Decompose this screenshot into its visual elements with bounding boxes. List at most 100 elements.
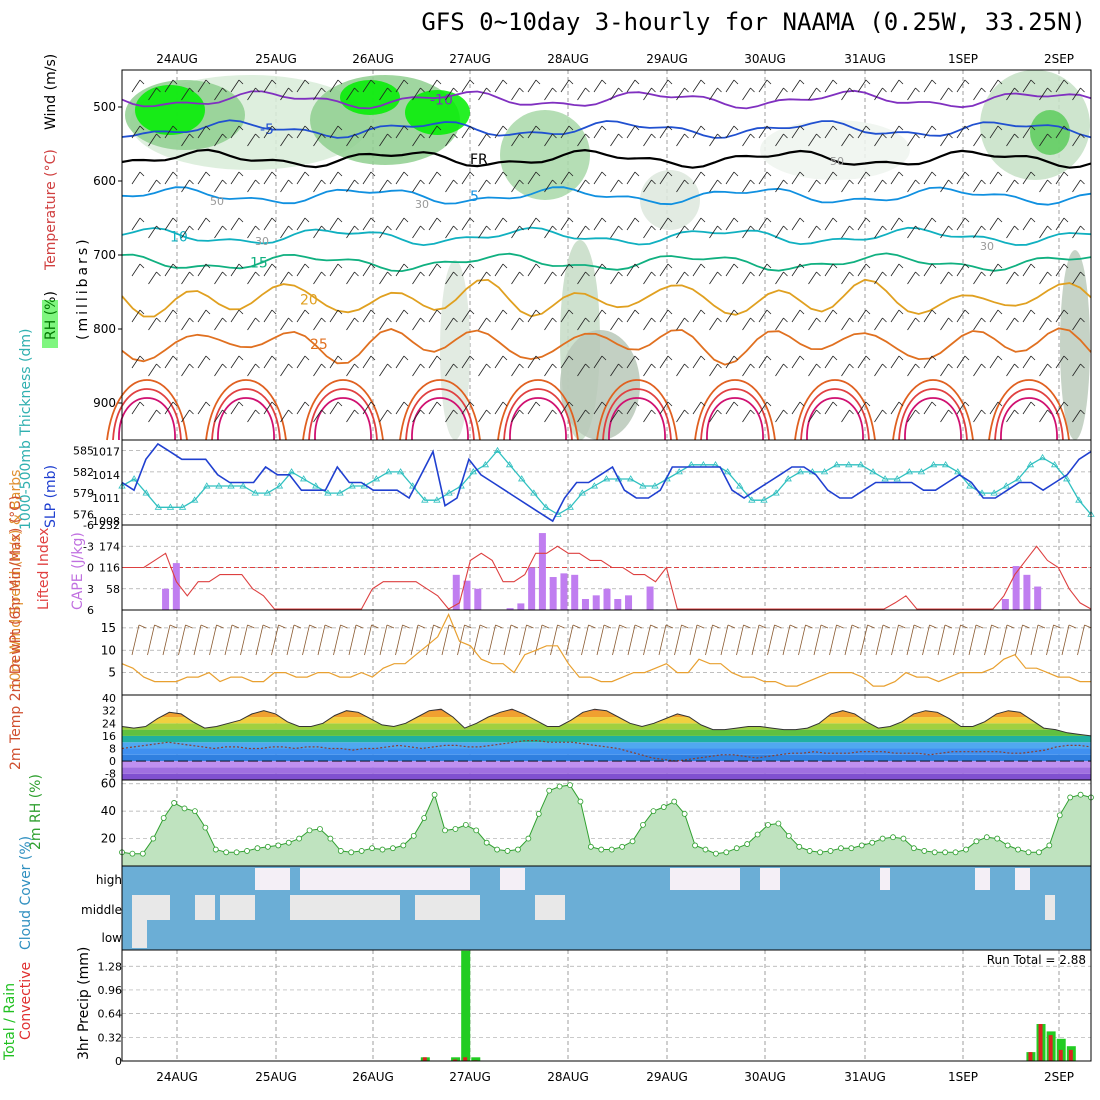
- wind-barb: [197, 401, 207, 415]
- warm-contour: [602, 388, 672, 441]
- wind-barb: [601, 171, 607, 177]
- rh-point: [848, 845, 855, 852]
- warm-contour: [106, 379, 188, 441]
- wind-barb: [709, 317, 718, 331]
- wind-barb: [931, 171, 937, 177]
- wind-barb: [519, 271, 524, 277]
- wind-barb: [362, 171, 372, 185]
- wind-barb: [296, 79, 306, 93]
- wind-barb: [139, 263, 145, 269]
- wind-barb: [989, 171, 999, 185]
- temp-y-tick: 24: [102, 717, 116, 730]
- wind-barb: [313, 133, 322, 147]
- wind-barb: [478, 271, 487, 285]
- wind-barb: [1080, 87, 1085, 93]
- wind-barb: [841, 409, 850, 423]
- wind-barb: [288, 409, 293, 415]
- surface-barb: [767, 624, 775, 656]
- wind-barb: [898, 401, 904, 407]
- temp-y-tick: 16: [102, 730, 116, 743]
- isotherm-label: -10: [430, 93, 453, 109]
- wind-barb: [1039, 179, 1048, 193]
- wind-barb: [742, 133, 751, 147]
- wind-barb: [601, 309, 607, 315]
- wind-barb: [189, 271, 194, 277]
- thick-ylabel: 1000-500mb Thickness (dm): [18, 329, 34, 530]
- wind-barb: [486, 317, 491, 323]
- wind-barb: [783, 225, 788, 231]
- wind-barb: [775, 87, 784, 101]
- wind-barb: [238, 79, 244, 85]
- isotherm-label: 20: [300, 292, 318, 308]
- wind-barb: [412, 87, 421, 101]
- warm-contour: [904, 397, 962, 441]
- warm-contour: [694, 379, 776, 441]
- wind-barb: [428, 171, 438, 185]
- wind-barb: [758, 125, 768, 139]
- wind-barb: [857, 355, 867, 369]
- slp-ylabel: SLP (mb): [43, 465, 59, 528]
- isotherm-label: 25: [310, 337, 328, 353]
- wind-barb: [832, 79, 838, 85]
- isotherm-label: 10: [170, 230, 188, 246]
- thickness-point: [215, 482, 223, 489]
- wind-barb: [527, 263, 537, 277]
- wind-barb: [890, 263, 900, 277]
- wind-barb: [469, 217, 475, 223]
- wind-barb: [956, 355, 966, 369]
- slp-y-tick: 1008: [92, 515, 120, 528]
- warm-contour: [118, 397, 176, 441]
- temp-ylabel: 2m Temp 2m DewPt (6hr Min/Max) (°C): [8, 495, 24, 770]
- wind-barb: [989, 401, 999, 415]
- wind-barb: [354, 133, 359, 139]
- surface-barb: [550, 624, 558, 656]
- thickness-point: [299, 475, 308, 482]
- wind-barb: [461, 79, 471, 93]
- wind-barb: [395, 309, 405, 323]
- wind-barb: [502, 171, 508, 177]
- wind-barb: [139, 217, 145, 223]
- wind-barb: [519, 317, 524, 323]
- wind-barb: [271, 263, 277, 269]
- wind-barb: [387, 133, 392, 139]
- wind-barb: [519, 133, 524, 139]
- rh-point: [442, 827, 448, 834]
- surface-barb: [820, 624, 829, 629]
- rh-point: [546, 787, 553, 794]
- rh-point: [212, 846, 219, 853]
- wind-barb: [915, 225, 920, 231]
- rh-point: [410, 832, 417, 839]
- wind-barb: [659, 125, 669, 139]
- wind-barb: [205, 401, 211, 407]
- wind-barb: [164, 79, 174, 93]
- bottom-date-label: 30AUG: [744, 1070, 786, 1084]
- bottom-date-label: 2SEP: [1044, 1070, 1074, 1084]
- wind-barb: [329, 217, 339, 231]
- thickness-point: [178, 503, 187, 510]
- wind-barb: [940, 133, 949, 147]
- wind-barb: [824, 263, 834, 277]
- rh-point: [139, 850, 146, 857]
- wind-barb: [725, 79, 735, 93]
- wind-barb: [725, 309, 735, 323]
- wind-barb: [288, 363, 293, 369]
- wind-barb: [865, 263, 871, 269]
- rh-point: [796, 843, 803, 850]
- rh-point: [994, 835, 1001, 842]
- wind-barb: [618, 317, 623, 323]
- wind-barb: [486, 133, 491, 139]
- upper-y-tick: 500: [93, 100, 116, 114]
- surface-barb: [410, 624, 419, 656]
- wind-barb: [131, 79, 141, 93]
- wind-barb: [205, 79, 211, 85]
- wind-barb: [255, 133, 260, 139]
- wind-barb: [387, 409, 392, 415]
- surface-barb: [906, 624, 915, 656]
- wind-barb: [758, 263, 768, 277]
- wind-barb: [403, 171, 409, 177]
- wind-barb: [709, 271, 718, 285]
- wind-barb: [593, 263, 603, 277]
- wind-barb: [1072, 179, 1081, 193]
- precip-convective-bar: [1028, 1052, 1033, 1061]
- surface-barb: [138, 624, 147, 629]
